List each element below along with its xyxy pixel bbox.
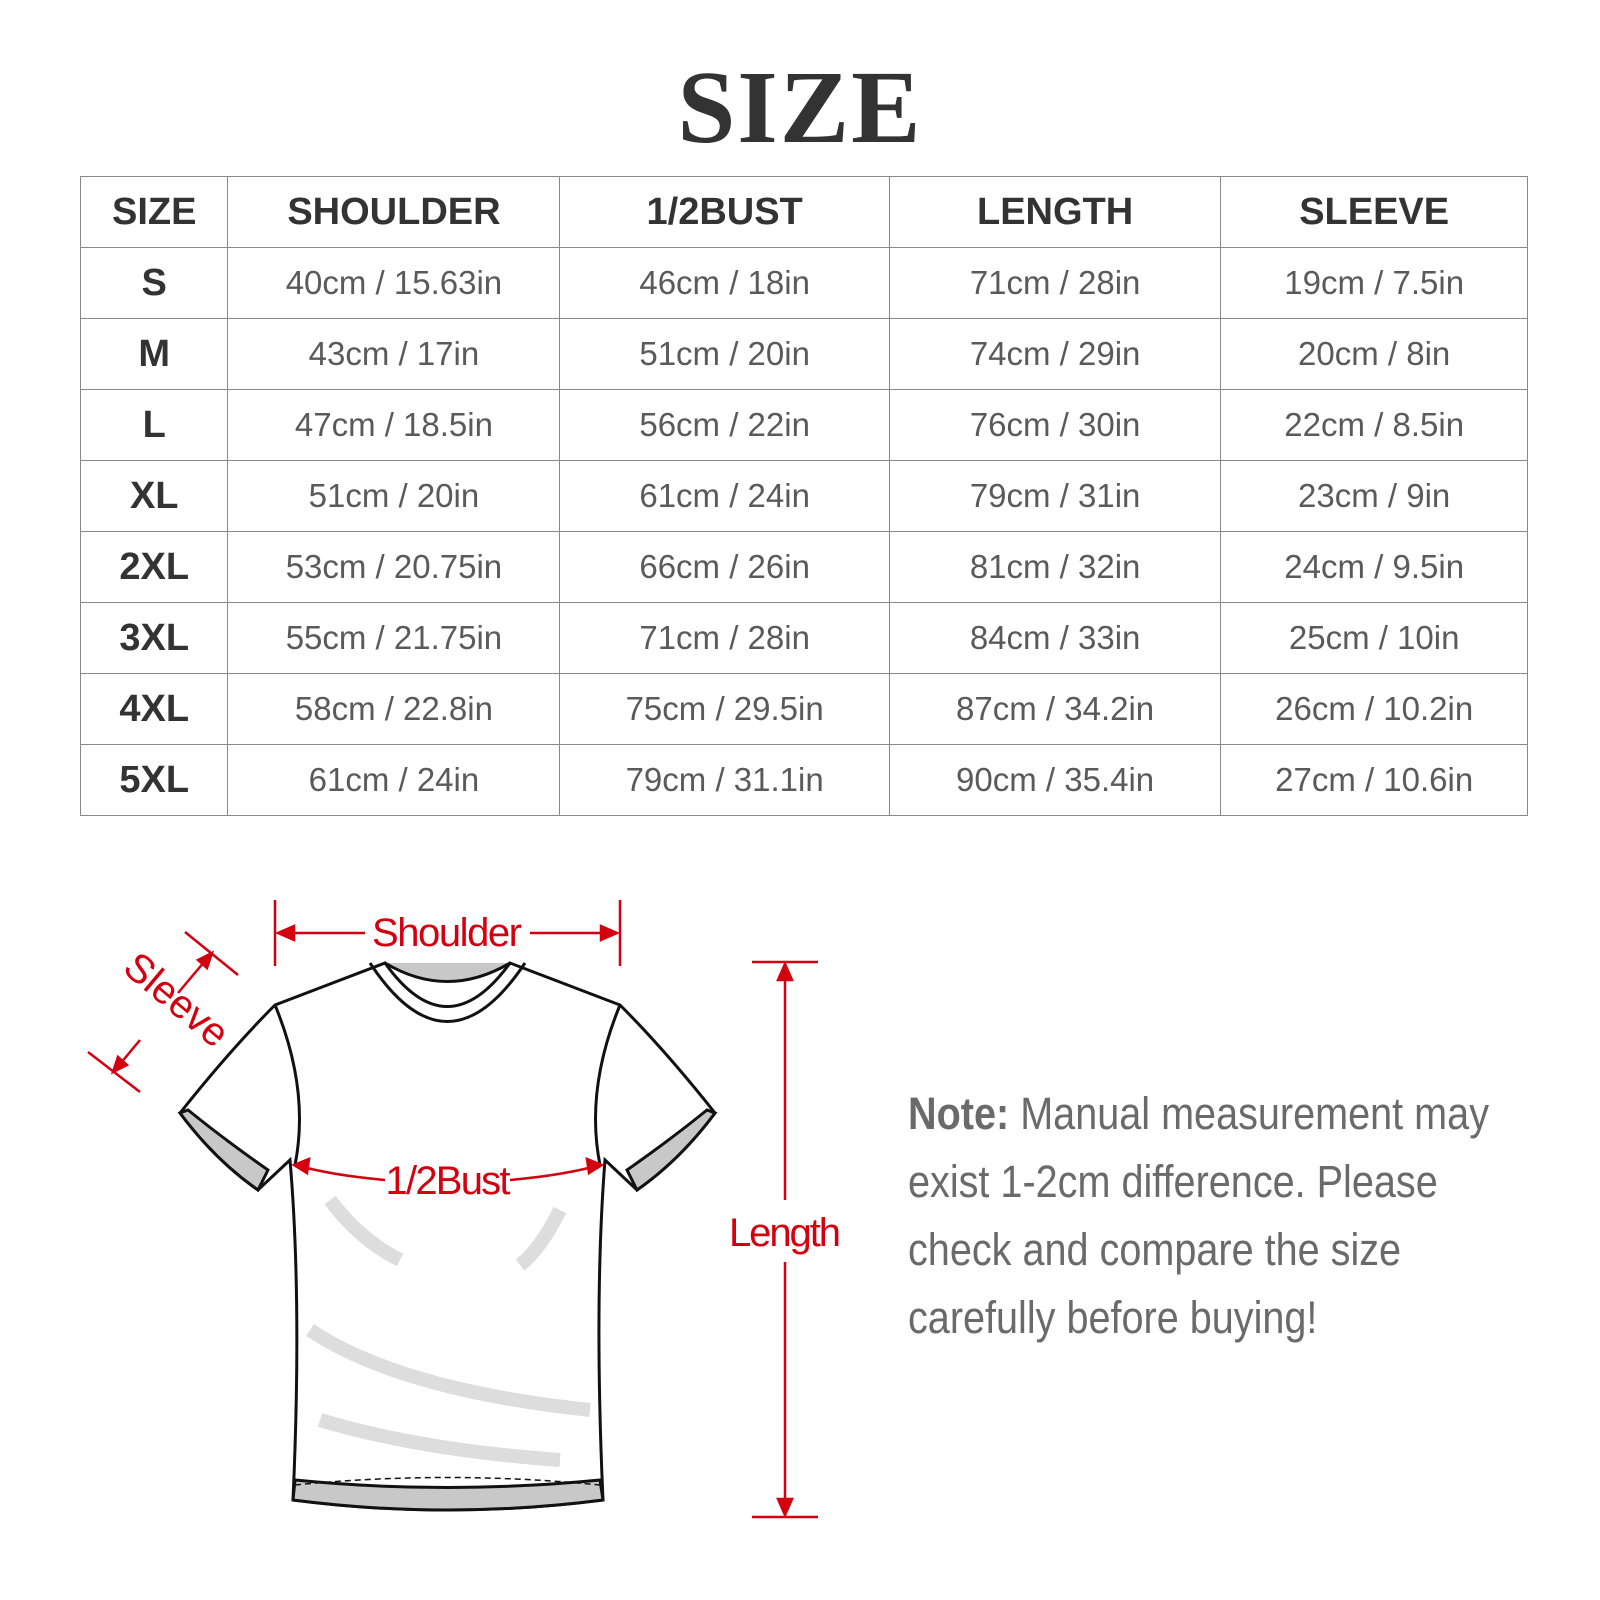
measurement-cell: 81cm / 32in xyxy=(888,531,1222,603)
measurement-cell: 27cm / 10.6in xyxy=(1220,744,1528,816)
shoulder-label: Shoulder xyxy=(372,911,522,955)
t-shirt-icon xyxy=(177,961,718,1512)
measurement-cell: 43cm / 17in xyxy=(227,318,561,390)
length-label: Length xyxy=(729,1211,841,1255)
measurement-cell: 71cm / 28in xyxy=(888,247,1222,319)
measurement-cell: 22cm / 8.5in xyxy=(1220,389,1528,461)
measurement-cell: 61cm / 24in xyxy=(559,460,890,532)
table-row: L 47cm / 18.5in 56cm / 22in 76cm / 30in 22cm… xyxy=(79,389,1528,461)
size-cell: 4XL xyxy=(79,673,229,745)
column-header: 1/2BUST xyxy=(559,176,890,248)
measurement-cell: 61cm / 24in xyxy=(227,744,561,816)
table-row: M 43cm / 17in 51cm / 20in 74cm / 29in 20cm /… xyxy=(79,318,1528,390)
column-header: SIZE xyxy=(79,176,229,248)
table-header: SIZE SHOULDER 1/2BUST LENGTH SLEEVE xyxy=(79,176,1528,248)
note-label: Note: xyxy=(908,1088,1010,1139)
measurement-cell: 19cm / 7.5in xyxy=(1220,247,1528,319)
note-body: Manual measurement may exist 1-2cm diffe… xyxy=(908,1088,1489,1343)
measurement-cell: 79cm / 31in xyxy=(888,460,1222,532)
size-cell: 5XL xyxy=(79,744,229,816)
table-row: 4XL 58cm / 22.8in 75cm / 29.5in 87cm / 34.2… xyxy=(79,673,1528,745)
measurement-cell: 90cm / 35.4in xyxy=(888,744,1222,816)
size-cell: XL xyxy=(79,460,229,532)
measurement-cell: 76cm / 30in xyxy=(888,389,1222,461)
size-cell: L xyxy=(79,389,229,461)
measurement-cell: 46cm / 18in xyxy=(559,247,890,319)
table-row: S 40cm / 15.63in 46cm / 18in 71cm / 28in 19c… xyxy=(79,247,1528,319)
measurement-cell: 66cm / 26in xyxy=(559,531,890,603)
table-row: 3XL 55cm / 21.75in 71cm / 28in 84cm / 33in 2… xyxy=(79,602,1528,674)
table-row: XL 51cm / 20in 61cm / 24in 79cm / 31in 23cm … xyxy=(79,460,1528,532)
measurement-cell: 75cm / 29.5in xyxy=(559,673,890,745)
measurement-arrows xyxy=(87,900,818,1519)
measurement-cell: 79cm / 31.1in xyxy=(559,744,890,816)
page-title: SIZE xyxy=(677,50,923,165)
column-header: LENGTH xyxy=(888,176,1222,248)
size-cell: M xyxy=(79,318,229,390)
size-table: SIZE SHOULDER 1/2BUST LENGTH SLEEVE S 40cm / … xyxy=(79,176,1528,816)
measurement-cell: 71cm / 28in xyxy=(559,602,890,674)
table-row: 5XL 61cm / 24in 79cm / 31.1in 90cm / 35.4in… xyxy=(79,744,1528,816)
measurement-cell: 26cm / 10.2in xyxy=(1220,673,1528,745)
measurement-cell: 40cm / 15.63in xyxy=(227,247,561,319)
measurement-cell: 87cm / 34.2in xyxy=(888,673,1222,745)
measurement-cell: 55cm / 21.75in xyxy=(227,602,561,674)
column-header: SLEEVE xyxy=(1220,176,1528,248)
measurement-cell: 25cm / 10in xyxy=(1220,602,1528,674)
bust-label: 1/2Bust xyxy=(386,1159,511,1203)
size-cell: S xyxy=(79,247,229,319)
measurement-cell: 56cm / 22in xyxy=(559,389,890,461)
measurement-cell: 24cm / 9.5in xyxy=(1220,531,1528,603)
measurement-cell: 20cm / 8in xyxy=(1220,318,1528,390)
measurement-cell: 53cm / 20.75in xyxy=(227,531,561,603)
measurement-cell: 23cm / 9in xyxy=(1220,460,1528,532)
measurement-cell: 51cm / 20in xyxy=(227,460,561,532)
table-row: 2XL 53cm / 20.75in 66cm / 26in 81cm / 32in 2… xyxy=(79,531,1528,603)
size-cell: 3XL xyxy=(79,602,229,674)
measurement-cell: 74cm / 29in xyxy=(888,318,1222,390)
measurement-cell: 58cm / 22.8in xyxy=(227,673,561,745)
note-text: Note: Manual measurement may exist 1-2cm… xyxy=(908,1080,1524,1352)
measurement-cell: 84cm / 33in xyxy=(888,602,1222,674)
